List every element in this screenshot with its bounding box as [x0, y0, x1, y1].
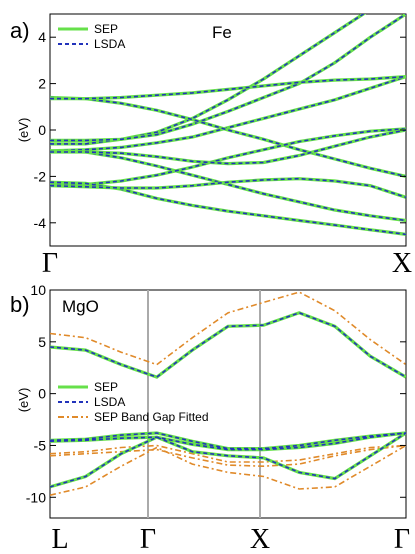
panel-a-band-1-lsda — [50, 14, 406, 142]
panel-a-band-4-lsda — [50, 75, 406, 100]
panel-b-y-ticks: 10 5 0 -5 -10 — [26, 282, 406, 505]
panel-b-band-1-lsda — [50, 432, 406, 450]
panel-b-legend-label: LSDA — [94, 395, 125, 409]
panel-a-bands — [50, 14, 406, 236]
panel-b-band-1-sep-band-gap-fitted — [50, 444, 406, 463]
panel-a-band-3-lsda — [50, 96, 406, 178]
panel-b-label: b) — [10, 292, 30, 317]
panel-b-band-0-lsda — [50, 311, 406, 378]
panel-b-ylabel: (eV) — [16, 388, 31, 413]
panel-b-band-lines — [50, 291, 406, 496]
panel-a-band-9-lsda — [50, 177, 406, 199]
panel-a-ytick-label: -4 — [34, 215, 47, 231]
panel-b-xtick-l: L — [51, 524, 68, 554]
panel-a-y-ticks: 4 2 0 -2 -4 — [34, 29, 406, 231]
panel-a-legend-label: LSDA — [94, 37, 125, 51]
panel-a-ytick-label: 2 — [38, 76, 46, 92]
panel-b-material: MgO — [62, 297, 99, 316]
panel-a-band-8-sep — [50, 180, 406, 236]
panel-a-ylabel: (eV) — [16, 118, 31, 143]
panel-a-ytick-label: 4 — [38, 29, 46, 45]
panel-b-xtick-x: X — [250, 524, 270, 554]
panel-b-xtick-gamma-end: Γ — [394, 524, 410, 554]
panel-a-band-6-lsda — [50, 128, 406, 186]
panel-b-legend-label: SEP Band Gap Fitted — [94, 410, 209, 424]
panel-a-label: a) — [10, 18, 30, 43]
panel-a-xtick-gamma: Γ — [42, 248, 58, 279]
panel-b-frame — [49, 289, 407, 519]
panel-b-ytick-label: 10 — [30, 282, 46, 298]
panel-a-material: Fe — [212, 23, 232, 42]
panel-b-band-2-lsda — [50, 432, 406, 451]
panel-a-band-7-lsda — [50, 129, 406, 165]
panel-b-xtick-gamma: Γ — [140, 524, 156, 554]
panel-b-ytick-label: -5 — [34, 437, 47, 453]
panel-b-ytick-label: 0 — [38, 386, 46, 402]
panel-b-legend-label: SEP — [94, 380, 118, 394]
panel-b-band-2-sep-band-gap-fitted — [50, 444, 406, 468]
panel-b-ytick-label: 5 — [38, 334, 46, 350]
panel-a-band-5-lsda — [50, 150, 406, 222]
panel-a-ytick-label: 0 — [38, 122, 46, 138]
panel-b-ytick-label: -10 — [26, 489, 46, 505]
panel-a-xtick-x: X — [392, 248, 412, 279]
panel-b-band-3-sep-band-gap-fitted — [50, 444, 406, 496]
panel-a-band-6-sep — [50, 127, 406, 187]
panel-b-band-3-lsda — [50, 432, 406, 488]
panel-b-band-0-sep — [50, 311, 406, 379]
panel-b-bands — [50, 291, 406, 496]
panel-a-ytick-label: -2 — [34, 168, 47, 184]
panel-a-band-2-lsda — [50, 75, 406, 152]
panel-a-legend-label: SEP — [94, 22, 118, 36]
panel-a-band-lines — [50, 14, 406, 236]
panel-b-band-0-sep-band-gap-fitted — [50, 291, 406, 366]
